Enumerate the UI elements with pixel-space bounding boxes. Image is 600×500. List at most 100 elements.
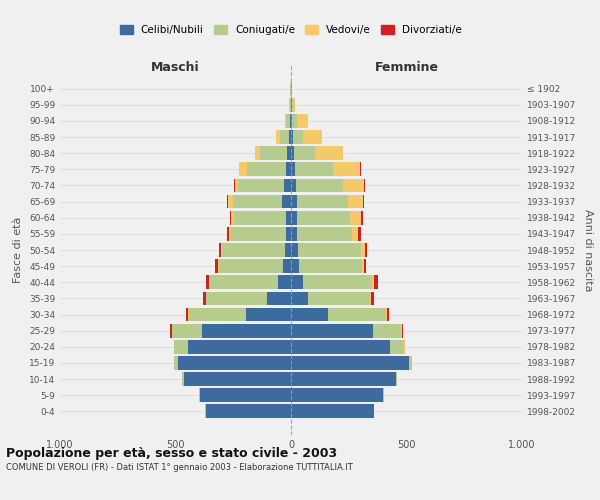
Bar [373, 276, 374, 289]
Bar [291, 243, 298, 257]
Bar [291, 114, 292, 128]
Bar [206, 292, 267, 306]
Bar [293, 98, 295, 112]
Bar [187, 308, 188, 322]
Bar [291, 356, 409, 370]
Bar [178, 356, 291, 370]
Bar [172, 324, 202, 338]
Bar [233, 194, 282, 208]
Bar [291, 340, 391, 353]
Bar [396, 372, 397, 386]
Bar [362, 260, 364, 273]
Bar [209, 276, 278, 289]
Bar [332, 162, 360, 176]
Bar [276, 130, 280, 144]
Bar [409, 356, 412, 370]
Bar [231, 227, 286, 240]
Bar [188, 340, 291, 353]
Bar [184, 372, 291, 386]
Bar [365, 243, 367, 257]
Bar [182, 372, 184, 386]
Bar [283, 260, 291, 273]
Bar [292, 98, 293, 112]
Bar [286, 114, 290, 128]
Text: Popolazione per età, sesso e stato civile - 2003: Popolazione per età, sesso e stato civil… [6, 448, 337, 460]
Bar [361, 243, 365, 257]
Bar [292, 114, 296, 128]
Bar [291, 372, 396, 386]
Bar [215, 260, 218, 273]
Bar [352, 227, 358, 240]
Bar [232, 211, 234, 224]
Bar [175, 340, 188, 353]
Bar [298, 243, 361, 257]
Bar [228, 194, 233, 208]
Bar [387, 308, 389, 322]
Bar [298, 194, 348, 208]
Bar [206, 276, 209, 289]
Bar [296, 178, 343, 192]
Bar [278, 276, 291, 289]
Bar [299, 260, 362, 273]
Bar [291, 227, 297, 240]
Bar [227, 194, 228, 208]
Bar [295, 162, 332, 176]
Bar [238, 178, 284, 192]
Y-axis label: Fasce di età: Fasce di età [13, 217, 23, 283]
Bar [373, 324, 401, 338]
Bar [280, 130, 289, 144]
Bar [286, 227, 291, 240]
Bar [328, 308, 386, 322]
Bar [364, 178, 365, 192]
Bar [227, 227, 229, 240]
Bar [343, 178, 364, 192]
Legend: Celibi/Nubili, Coniugati/e, Vedovi/e, Divorziati/e: Celibi/Nubili, Coniugati/e, Vedovi/e, Di… [117, 22, 465, 38]
Text: Maschi: Maschi [151, 61, 200, 74]
Bar [291, 130, 293, 144]
Bar [291, 146, 294, 160]
Bar [255, 146, 260, 160]
Bar [291, 308, 328, 322]
Bar [234, 211, 286, 224]
Bar [221, 243, 222, 257]
Bar [291, 324, 373, 338]
Bar [291, 98, 292, 112]
Bar [287, 146, 291, 160]
Bar [239, 162, 247, 176]
Bar [247, 162, 286, 176]
Bar [188, 308, 246, 322]
Bar [286, 211, 291, 224]
Bar [361, 211, 362, 224]
Bar [286, 162, 291, 176]
Bar [401, 324, 403, 338]
Bar [291, 162, 295, 176]
Bar [170, 324, 172, 338]
Bar [206, 404, 291, 418]
Bar [294, 146, 315, 160]
Bar [315, 146, 343, 160]
Bar [308, 292, 370, 306]
Bar [391, 340, 404, 353]
Bar [348, 194, 363, 208]
Bar [291, 404, 374, 418]
Text: COMUNE DI VEROLI (FR) - Dati ISTAT 1° gennaio 2003 - Elaborazione TUTTITALIA.IT: COMUNE DI VEROLI (FR) - Dati ISTAT 1° ge… [6, 463, 353, 472]
Bar [291, 260, 299, 273]
Bar [235, 178, 238, 192]
Bar [291, 211, 297, 224]
Bar [304, 130, 322, 144]
Bar [364, 260, 366, 273]
Bar [229, 227, 231, 240]
Bar [200, 388, 291, 402]
Bar [260, 146, 287, 160]
Bar [358, 227, 361, 240]
Bar [302, 276, 373, 289]
Bar [363, 194, 364, 208]
Y-axis label: Anni di nascita: Anni di nascita [583, 209, 593, 291]
Bar [175, 356, 178, 370]
Bar [291, 276, 302, 289]
Bar [246, 308, 291, 322]
Bar [291, 194, 298, 208]
Bar [285, 114, 286, 128]
Bar [350, 211, 361, 224]
Bar [234, 178, 235, 192]
